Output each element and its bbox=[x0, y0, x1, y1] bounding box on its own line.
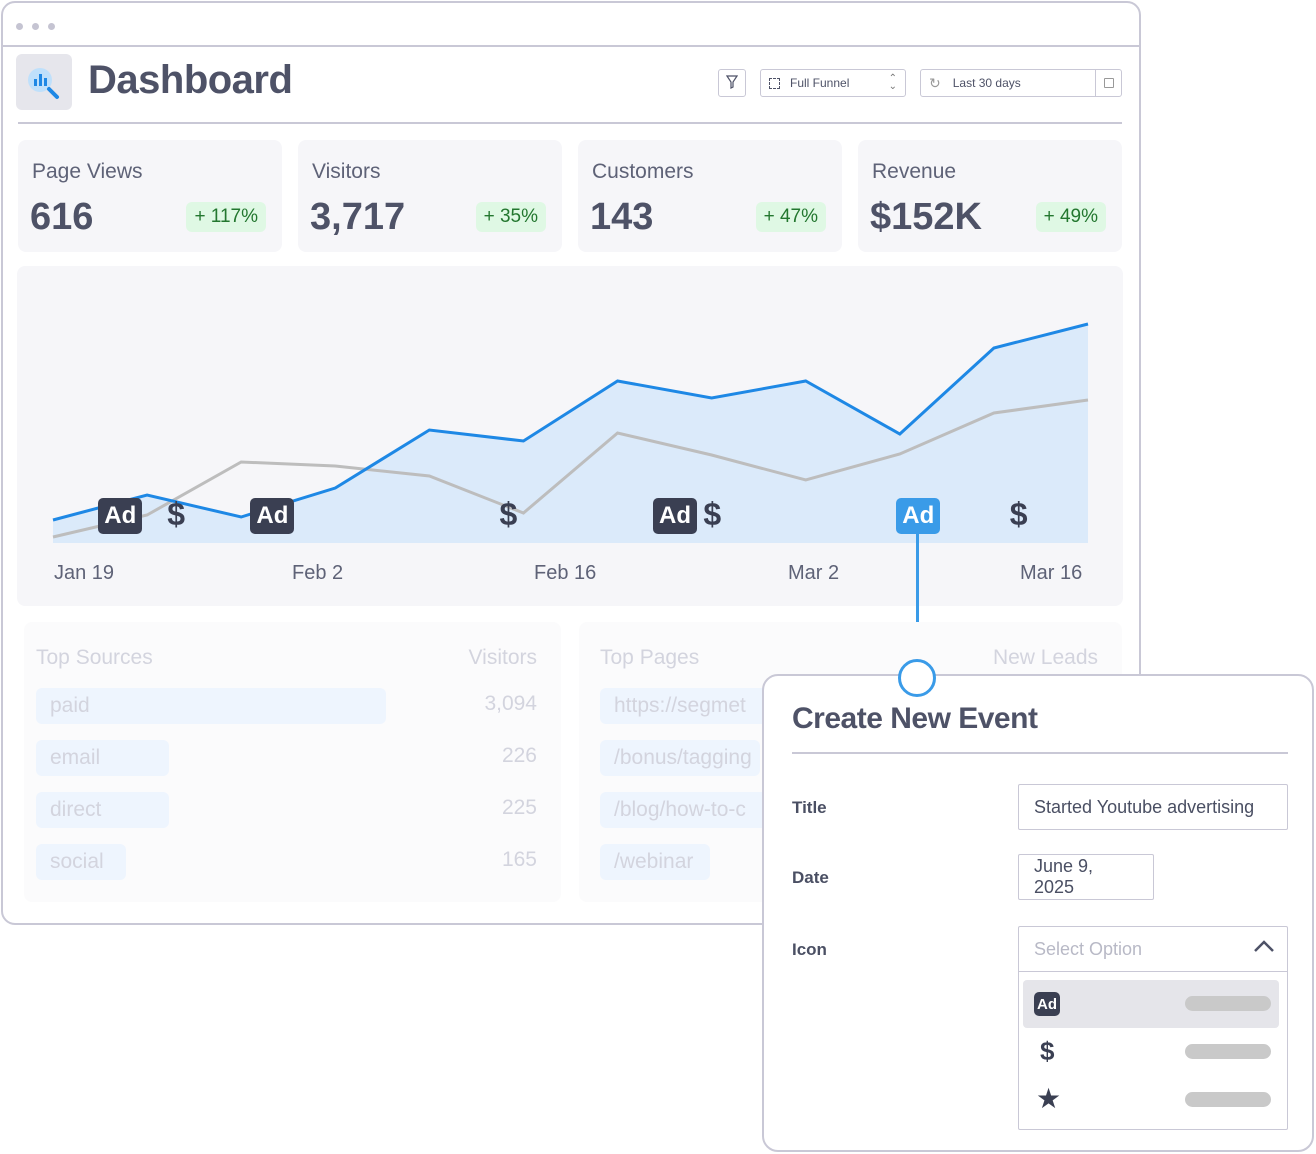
metric-label: Visitors bbox=[312, 160, 381, 183]
column-header: New Leads bbox=[992, 646, 1098, 669]
title-label: Title bbox=[792, 798, 827, 817]
source-row-value: 3,094 bbox=[484, 692, 537, 715]
page-row[interactable]: /blog/how-to-c bbox=[600, 792, 770, 828]
title-input[interactable]: Started Youtube advertising bbox=[1018, 784, 1288, 830]
divider bbox=[3, 45, 1139, 47]
expand-icon bbox=[769, 77, 780, 89]
source-row-value: 226 bbox=[501, 744, 537, 767]
source-row-name[interactable]: email bbox=[36, 740, 169, 776]
x-tick-label: Feb 2 bbox=[292, 562, 344, 584]
option-label-placeholder bbox=[1185, 996, 1271, 1011]
divider bbox=[792, 752, 1288, 754]
page-row[interactable]: https://segmet bbox=[600, 688, 780, 724]
page-title: Dashboard bbox=[88, 58, 293, 102]
change-badge: + 49% bbox=[1035, 202, 1106, 232]
x-tick-label: Mar 2 bbox=[788, 562, 840, 584]
metric-value: 143 bbox=[590, 196, 654, 238]
column-header: Visitors bbox=[468, 646, 537, 669]
option-label-placeholder bbox=[1185, 1044, 1271, 1059]
date-input[interactable]: June 9, 2025 bbox=[1018, 854, 1154, 900]
window-dot bbox=[32, 23, 39, 30]
updown-chevron-icon: ⌃ ⌄ bbox=[888, 73, 897, 92]
date-range-picker[interactable]: ↻ Last 30 days bbox=[920, 69, 1122, 97]
dollar-event-marker[interactable]: $ bbox=[1009, 496, 1028, 532]
ad-event-marker[interactable]: Ad bbox=[250, 498, 295, 534]
option-star[interactable]: ★ bbox=[1023, 1076, 1279, 1124]
panel-title: Top Pages bbox=[600, 646, 700, 669]
metric-value: 616 bbox=[30, 196, 94, 238]
metric-card-page-views[interactable]: Page Views 616 + 117% bbox=[18, 140, 282, 252]
star-icon: ★ bbox=[1036, 1083, 1062, 1114]
icon-label: Icon bbox=[792, 940, 827, 959]
change-badge: + 117% bbox=[186, 202, 266, 232]
funnel-select[interactable]: Full Funnel ⌃ ⌄ bbox=[760, 69, 906, 97]
traffic-chart: Jan 19 Feb 2 Feb 16 Mar 2 Mar 16 Ad $ Ad $ A… bbox=[17, 266, 1123, 606]
dialog-title: Create New Event bbox=[792, 702, 1038, 735]
x-tick-label: Jan 19 bbox=[54, 562, 115, 584]
current-series-area bbox=[53, 324, 1088, 543]
dollar-event-marker[interactable]: $ bbox=[167, 496, 186, 532]
previous-series-line bbox=[52, 398, 1089, 539]
icon-select-trigger[interactable]: Select Option bbox=[1019, 927, 1287, 972]
option-ad[interactable]: Ad bbox=[1023, 980, 1279, 1028]
ad-event-marker[interactable]: Ad bbox=[98, 498, 143, 534]
icon-select[interactable]: Select Option Ad $ ★ bbox=[1018, 926, 1288, 1130]
source-row-value: 165 bbox=[501, 848, 537, 871]
ad-event-marker[interactable]: Ad bbox=[653, 498, 698, 534]
source-row-name[interactable]: direct bbox=[36, 792, 169, 828]
page-row[interactable]: /bonus/tagging bbox=[600, 740, 760, 776]
date-label: Date bbox=[792, 868, 829, 887]
source-row-value: 225 bbox=[501, 796, 537, 819]
change-badge: + 35% bbox=[475, 202, 546, 232]
dollar-icon: $ bbox=[1040, 1036, 1055, 1066]
page-row[interactable]: /webinar bbox=[600, 844, 710, 880]
current-series-line bbox=[52, 322, 1089, 522]
filter-icon bbox=[725, 74, 739, 92]
option-dollar[interactable]: $ bbox=[1023, 1028, 1279, 1076]
divider bbox=[18, 122, 1122, 124]
metric-card-customers[interactable]: Customers 143 + 47% bbox=[578, 140, 842, 252]
ad-icon: Ad bbox=[1034, 992, 1060, 1016]
dollar-event-marker[interactable]: $ bbox=[703, 496, 722, 532]
chevron-up-icon bbox=[1253, 939, 1275, 958]
top-sources-panel: Top Sources Visitors paid 3,094 email 226 di… bbox=[24, 622, 561, 902]
funnel-select-value: Full Funnel bbox=[790, 76, 850, 90]
panel-title: Top Sources bbox=[36, 646, 153, 669]
calendar-icon[interactable] bbox=[1095, 70, 1121, 96]
metric-label: Customers bbox=[592, 160, 694, 183]
x-tick-label: Feb 16 bbox=[534, 562, 597, 584]
logo-analytics-search-icon bbox=[16, 54, 72, 110]
metric-label: Revenue bbox=[872, 160, 957, 183]
source-row-name[interactable]: paid bbox=[36, 688, 386, 724]
create-event-dialog: Create New Event Title Started Youtube a… bbox=[762, 674, 1314, 1152]
option-label-placeholder bbox=[1185, 1092, 1271, 1107]
select-placeholder: Select Option bbox=[1034, 939, 1143, 959]
window-dot bbox=[16, 23, 23, 30]
metric-card-visitors[interactable]: Visitors 3,717 + 35% bbox=[298, 140, 562, 252]
metric-card-revenue[interactable]: Revenue $152K + 49% bbox=[858, 140, 1122, 252]
window-dot bbox=[48, 23, 55, 30]
x-tick-label: Mar 16 bbox=[1020, 562, 1083, 584]
ad-event-marker[interactable]: Ad bbox=[896, 498, 941, 534]
metric-value: 3,717 bbox=[310, 196, 406, 238]
date-range-value: Last 30 days bbox=[952, 76, 1021, 90]
metric-value: $152K bbox=[870, 196, 982, 238]
dollar-event-marker[interactable]: $ bbox=[499, 496, 518, 532]
metric-label: Page Views bbox=[32, 160, 143, 183]
chart-plot bbox=[52, 322, 1089, 543]
event-connector-handle[interactable] bbox=[898, 659, 936, 697]
refresh-icon: ↻ bbox=[929, 74, 941, 91]
filter-button[interactable] bbox=[718, 69, 746, 97]
change-badge: + 47% bbox=[755, 202, 826, 232]
source-row-name[interactable]: social bbox=[36, 844, 126, 880]
event-connector-line bbox=[916, 534, 919, 660]
